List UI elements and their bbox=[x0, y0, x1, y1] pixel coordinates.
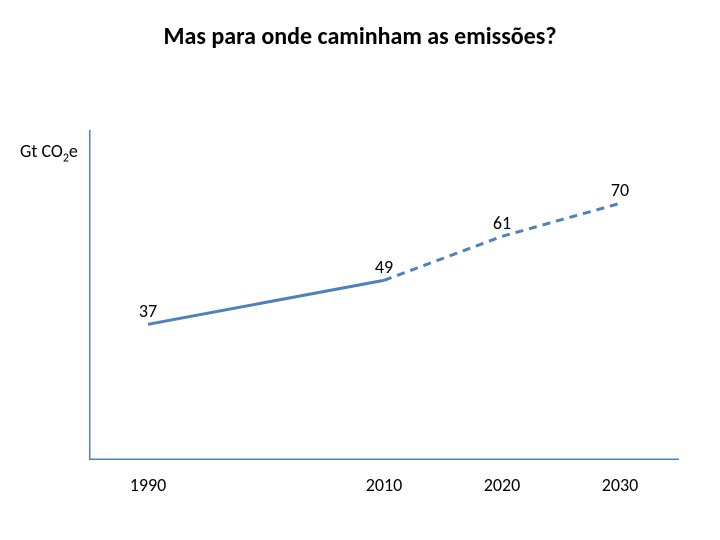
x-tick-label: 2020 bbox=[484, 474, 521, 496]
chart-svg bbox=[89, 130, 679, 460]
data-point-label: 37 bbox=[139, 300, 157, 322]
x-tick-label: 2030 bbox=[602, 474, 639, 496]
data-point-label: 49 bbox=[375, 256, 393, 278]
trend-line-solid bbox=[148, 280, 384, 324]
data-point-label: 61 bbox=[493, 212, 511, 234]
x-tick-label: 2010 bbox=[366, 474, 403, 496]
line-chart bbox=[89, 130, 679, 460]
x-tick-label: 1990 bbox=[130, 474, 167, 496]
y-axis-label: Gt CO2e bbox=[20, 140, 78, 166]
data-point-label: 70 bbox=[611, 179, 629, 201]
chart-title: Mas para onde caminham as emissões? bbox=[0, 22, 720, 51]
